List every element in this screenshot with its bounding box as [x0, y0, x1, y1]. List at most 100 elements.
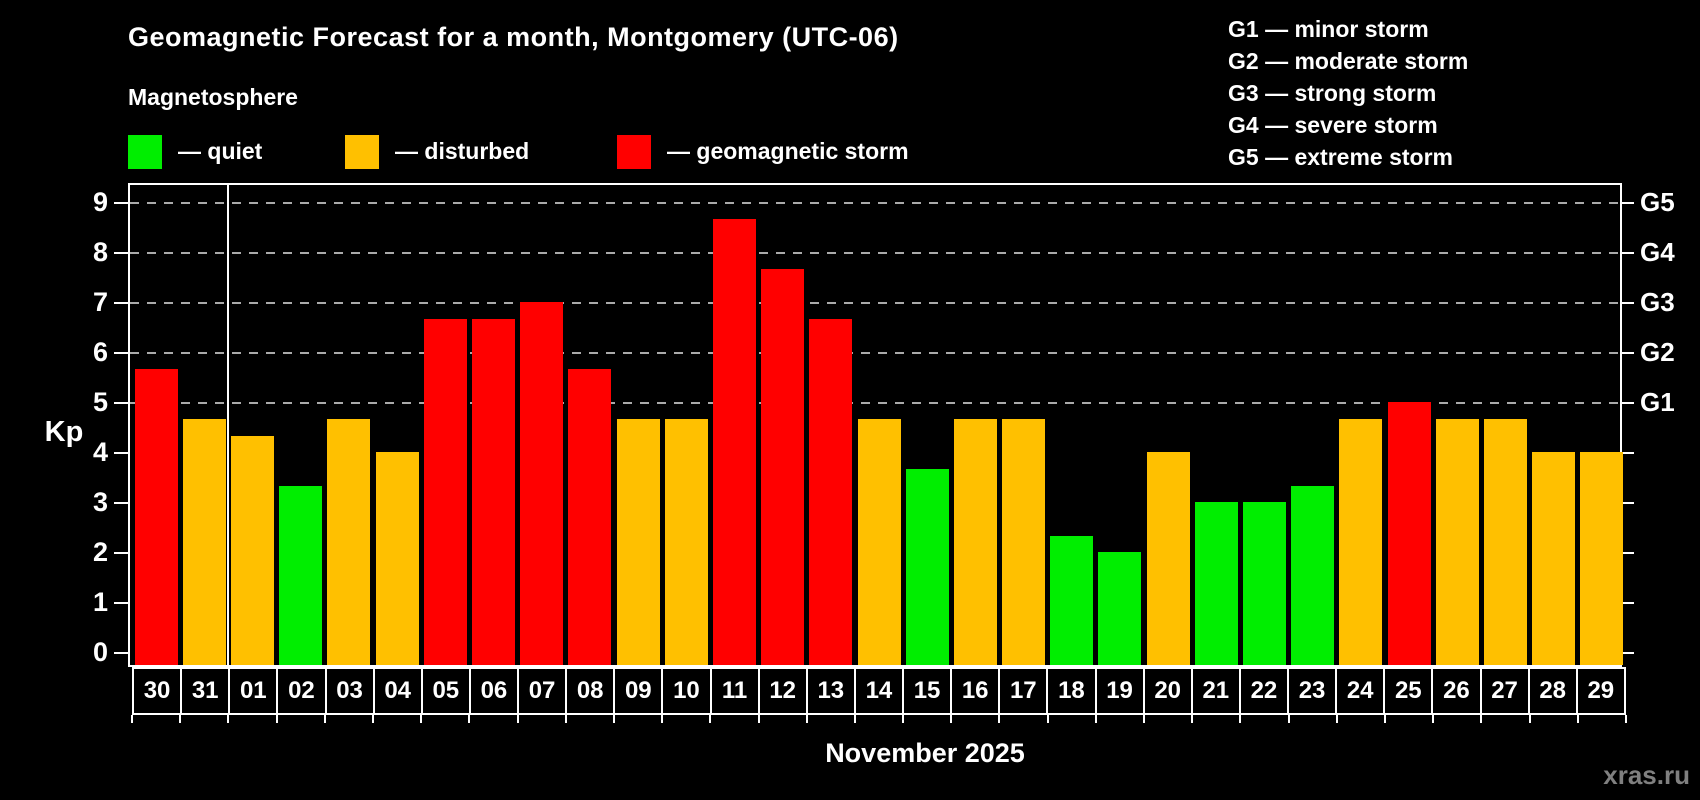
bottom-tick-11: [661, 715, 664, 723]
g-legend-line: G3 — strong storm: [1228, 80, 1437, 106]
disturbed-swatch-icon: [345, 134, 379, 169]
bar-day-04: [375, 452, 419, 665]
y-axis-label: Kp: [44, 416, 84, 448]
bar-day-06: [471, 318, 515, 665]
right-tick-1: [1620, 602, 1634, 604]
bar-day-11: [712, 218, 756, 665]
y-tick-label-1: 1: [92, 587, 108, 617]
bottom-tick-3: [275, 715, 278, 723]
bottom-tick-20: [1094, 715, 1097, 723]
left-tick-3: [114, 502, 128, 504]
bar-day-28: [1532, 452, 1576, 665]
bar-day-25: [1387, 402, 1431, 665]
bar-day-02: [279, 485, 323, 665]
bottom-tick-23: [1239, 715, 1242, 723]
bottom-tick-28: [1480, 715, 1483, 723]
day-label-03: 03: [324, 669, 373, 713]
day-label-15: 15: [902, 669, 950, 713]
bar-day-24: [1339, 418, 1383, 665]
bar-day-10: [664, 418, 708, 665]
legend-item-storm: — geomagnetic storm: [617, 134, 909, 169]
day-label-17: 17: [998, 669, 1046, 713]
right-tick-9: [1620, 202, 1634, 204]
bottom-tick-6: [420, 715, 423, 723]
bottom-tick-25: [1335, 715, 1338, 723]
bottom-tick-4: [323, 715, 326, 723]
bar-day-03: [327, 418, 371, 665]
bottom-tick-12: [709, 715, 712, 723]
day-label-23: 23: [1287, 669, 1335, 713]
day-label-11: 11: [709, 669, 758, 713]
bottom-tick-16: [902, 715, 905, 723]
x-axis-day-labels: 30 31 01 02 03 04 05 06 07 08 09 10 11 12 13 14 15 16 17 18…: [132, 667, 1626, 715]
g-axis-label-G5: G5: [1640, 187, 1675, 217]
chart-subtitle: Magnetosphere: [128, 84, 298, 110]
day-label-13: 13: [805, 669, 854, 713]
bar-day-12: [761, 268, 805, 665]
g-legend-line: G4 — severe storm: [1228, 112, 1438, 138]
chart-title: Geomagnetic Forecast for a month, Montgo…: [128, 22, 899, 52]
day-label-06: 06: [468, 669, 517, 713]
month-separator-line: [227, 183, 230, 667]
day-label-08: 08: [565, 669, 613, 713]
bottom-tick-10: [612, 715, 615, 723]
bottom-tick-24: [1287, 715, 1290, 723]
y-tick-label-3: 3: [92, 487, 108, 517]
bottom-tick-17: [950, 715, 953, 723]
day-label-01: 01: [228, 669, 276, 713]
right-tick-8: [1620, 252, 1634, 254]
bottom-tick-29: [1528, 715, 1531, 723]
bottom-tick-15: [853, 715, 856, 723]
left-tick-6: [114, 352, 128, 354]
right-tick-7: [1620, 302, 1634, 304]
legend-label: — geomagnetic storm: [667, 138, 909, 164]
y-tick-label-7: 7: [92, 287, 108, 317]
bottom-tick-9: [564, 715, 567, 723]
day-label-10: 10: [661, 669, 709, 713]
left-tick-2: [114, 552, 128, 554]
g-axis-label-G2: G2: [1640, 337, 1675, 367]
bottom-tick-31: [1625, 715, 1627, 723]
y-tick-label-4: 4: [92, 437, 108, 467]
bottom-tick-27: [1432, 715, 1435, 723]
left-tick-0: [114, 652, 128, 654]
bottom-tick-1: [179, 715, 182, 723]
y-tick-label-0: 0: [92, 637, 108, 667]
bottom-tick-14: [805, 715, 808, 723]
watermark: xras.ru: [1603, 760, 1690, 790]
left-tick-8: [114, 252, 128, 254]
bar-day-05: [423, 318, 467, 665]
bottom-tick-13: [757, 715, 760, 723]
day-label-20: 20: [1142, 669, 1191, 713]
gridline-kp9: [130, 202, 1620, 204]
bar-day-30: [134, 368, 178, 665]
gridline-kp8: [130, 252, 1620, 254]
plot-frame: [128, 183, 1622, 667]
bar-day-20: [1146, 452, 1190, 665]
bottom-tick-7: [468, 715, 471, 723]
y-tick-label-2: 2: [92, 537, 108, 567]
bottom-tick-18: [998, 715, 1001, 723]
day-label-02: 02: [276, 669, 324, 713]
bottom-tick-19: [1046, 715, 1049, 723]
legend-label: — disturbed: [395, 138, 530, 164]
day-label-14: 14: [853, 669, 902, 713]
quiet-swatch-icon: [128, 134, 162, 169]
day-label-29: 29: [1575, 669, 1624, 713]
day-label-22: 22: [1238, 669, 1287, 713]
bar-day-13: [809, 318, 853, 665]
bottom-tick-2: [227, 715, 230, 723]
legend-label: — quiet: [178, 138, 263, 164]
bar-day-31: [182, 418, 226, 665]
bar-day-18: [1050, 535, 1094, 665]
x-axis-title: November 2025: [825, 738, 1025, 768]
storm-swatch-icon: [617, 134, 651, 169]
y-tick-label-8: 8: [92, 237, 108, 267]
g-axis-label-G4: G4: [1640, 237, 1675, 267]
bar-day-14: [857, 418, 901, 665]
day-label-09: 09: [613, 669, 661, 713]
bar-day-15: [905, 468, 949, 665]
bar-day-07: [520, 302, 564, 665]
g-legend-line: G5 — extreme storm: [1228, 144, 1453, 170]
